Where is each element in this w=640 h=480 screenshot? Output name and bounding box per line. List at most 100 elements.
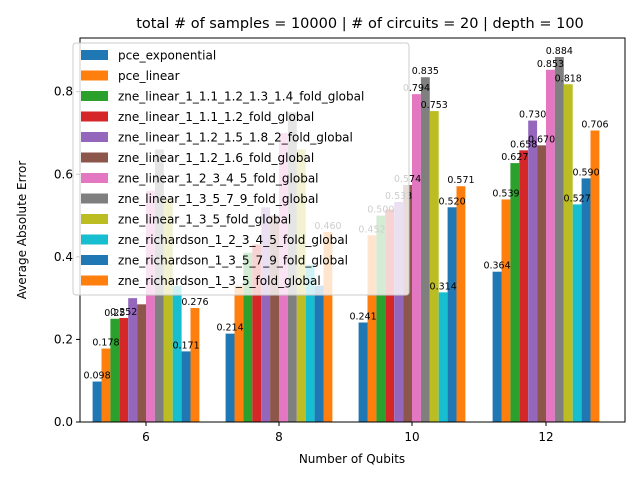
legend-entry: zne_linear_1_1.1_1.2_1.3_1.4_fold_global — [118, 90, 364, 104]
data-label: 0.098 — [83, 371, 110, 382]
data-label: 0.171 — [172, 340, 199, 351]
legend-swatch — [81, 255, 108, 265]
data-label: 0.835 — [412, 66, 439, 77]
bar-zne_linear_1_1.2_1.6_fold_global-12 — [537, 145, 546, 422]
bar-zne_linear_1_3_5_7_9_fold_global-12 — [554, 56, 564, 423]
data-label: 0.276 — [181, 297, 208, 308]
bar-zne_richardson_1_3_5_fold_global-12 — [590, 130, 600, 423]
chart-title: total # of samples = 10000 | # of circui… — [136, 16, 584, 32]
legend-entry: pce_linear — [118, 69, 180, 83]
data-label: 0.241 — [349, 311, 376, 322]
legend-swatch — [81, 111, 108, 122]
x-tick-label: 10 — [404, 430, 419, 444]
bar-zne_linear_1_3_5_fold_global-6 — [163, 199, 173, 422]
data-label: 0.853 — [537, 59, 564, 70]
bar-zne_richardson_1_2_3_4_5_fold_global-6 — [172, 285, 182, 422]
legend-entry: zne_richardson_1_3_5_fold_global — [118, 274, 321, 288]
bar-zne_richardson_1_3_5_7_9_fold_global-8 — [314, 285, 324, 422]
y-tick-label: 0.4 — [54, 250, 73, 264]
legend-entry: zne_linear_1_1.2_1.5_1.8_2_fold_global — [118, 131, 353, 145]
bar-zne_richardson_1_3_5_7_9_fold_global-6 — [181, 351, 191, 422]
legend-swatch — [81, 50, 108, 60]
bar-zne_linear_1_3_5_7_9_fold_global-10 — [420, 77, 430, 422]
data-label: 0.527 — [564, 193, 591, 204]
legend-swatch — [81, 275, 108, 286]
legend-entry: zne_linear_1_1.2_1.6_fold_global — [118, 151, 314, 165]
x-tick-label: 6 — [142, 430, 150, 444]
legend-entry: zne_richardson_1_3_5_7_9_fold_global — [118, 254, 348, 268]
bar-zne_linear_1_1.2_1.5_1.8_2_fold_global-12 — [528, 120, 538, 422]
bar-zne_linear_1_1.2_1.6_fold_global-8 — [270, 215, 279, 422]
data-label: 0.571 — [447, 175, 474, 186]
legend-swatch — [81, 91, 108, 101]
bar-pce_exponential-10 — [358, 322, 368, 422]
y-tick-label: 0.8 — [54, 85, 73, 99]
x-tick-label: 12 — [538, 430, 553, 444]
y-tick-label: 0.2 — [54, 332, 73, 346]
x-axis: 6 8 10 12 — [142, 422, 554, 444]
y-axis-label: Average Absolute Error — [15, 161, 29, 300]
data-label: 0.25 — [104, 308, 125, 319]
bar-zne_richardson_1_3_5_7_9_fold_global-12 — [581, 178, 591, 422]
bar-pce_exponential-6 — [92, 381, 102, 422]
data-label: 0.178 — [92, 338, 119, 349]
data-label: 0.670 — [528, 134, 555, 145]
legend-entry: zne_linear_1_2_3_4_5_fold_global — [118, 172, 319, 186]
bar-pce_linear-6 — [101, 348, 111, 422]
bar-zne_richardson_1_2_3_4_5_fold_global-8 — [305, 265, 315, 422]
bar-zne_linear_1_3_5_fold_global-10 — [429, 111, 439, 422]
legend-swatch — [81, 234, 108, 245]
bar-zne_linear_1_2_3_4_5_fold_global-6 — [146, 190, 155, 422]
legend-swatch — [81, 214, 108, 224]
legend-swatch — [81, 173, 108, 183]
bar-zne_linear_1_2_3_4_5_fold_global-12 — [546, 69, 555, 422]
legend-swatch — [81, 70, 108, 81]
bar-zne_linear_1_1.2_1.5_1.8_2_fold_global-6 — [128, 298, 138, 422]
bar-zne_richardson_1_3_5_fold_global-10 — [456, 186, 466, 422]
data-label: 0.364 — [483, 261, 510, 272]
data-label: 0.539 — [492, 188, 519, 199]
bar-pce_linear-12 — [501, 199, 511, 422]
bar-pce_exponential-8 — [225, 333, 235, 422]
data-label: 0.214 — [216, 323, 243, 334]
data-label: 0.730 — [519, 110, 546, 121]
data-label: 0.314 — [430, 281, 457, 292]
legend-entry: pce_exponential — [118, 49, 216, 63]
data-label: 0.794 — [403, 83, 430, 94]
bar-zne_richardson_1_2_3_4_5_fold_global-12 — [572, 204, 582, 422]
data-label: 0.627 — [501, 152, 528, 163]
x-tick-label: 8 — [275, 430, 283, 444]
data-label: 0.706 — [581, 119, 608, 130]
data-label: 0.252 — [110, 307, 137, 318]
bar-zne_linear_1_1.2_1.5_1.8_2_fold_global-8 — [261, 207, 271, 422]
data-label: 0.590 — [572, 167, 599, 178]
bar-zne_linear_1_1.1_1.2_1.3_1.4_fold_global-8 — [243, 252, 253, 422]
bar-zne_linear_1_1.1_1.2_1.3_1.4_fold_global-10 — [376, 215, 386, 422]
bar-zne_richardson_1_2_3_4_5_fold_global-10 — [438, 292, 448, 422]
legend-entry: zne_linear_1_3_5_7_9_fold_global — [118, 192, 319, 206]
bar-zne_linear_1_3_5_fold_global-12 — [563, 84, 573, 422]
legend-entry: zne_richardson_1_2_3_4_5_fold_global — [118, 233, 348, 247]
data-label: 0.753 — [421, 100, 448, 111]
bar-zne_linear_1_2_3_4_5_fold_global-10 — [412, 94, 421, 423]
bar-pce_exponential-12 — [492, 271, 502, 422]
bar-zne_linear_1_1.1_1.2_fold_global-12 — [519, 150, 529, 422]
legend-swatch — [81, 132, 108, 142]
legend-entry: zne_linear_1_1.1_1.2_fold_global — [118, 110, 314, 124]
bar-zne_linear_1_1.2_1.6_fold_global-10 — [403, 184, 412, 422]
bar-zne_linear_1_1.1_1.2_fold_global-6 — [119, 317, 129, 422]
bar-zne_linear_1_1.1_1.2_fold_global-8 — [252, 244, 262, 422]
legend: pce_exponential pce_linear zne_linear_1_1.… — [72, 42, 410, 296]
data-label: 0.520 — [438, 196, 465, 207]
legend-box — [72, 42, 410, 296]
legend-swatch — [81, 152, 108, 163]
bar-zne_richardson_1_3_5_fold_global-8 — [323, 232, 333, 422]
legend-entry: zne_linear_1_3_5_fold_global — [118, 213, 291, 227]
bar-pce_linear-8 — [234, 285, 244, 422]
bar-zne_richardson_1_3_5_7_9_fold_global-10 — [447, 207, 457, 422]
bar-zne_linear_1_1.1_1.2_fold_global-10 — [385, 209, 395, 422]
data-label: 0.658 — [510, 139, 537, 150]
bar-zne_linear_1_1.2_1.5_1.8_2_fold_global-10 — [394, 201, 404, 422]
bar-pce_linear-10 — [367, 235, 377, 422]
